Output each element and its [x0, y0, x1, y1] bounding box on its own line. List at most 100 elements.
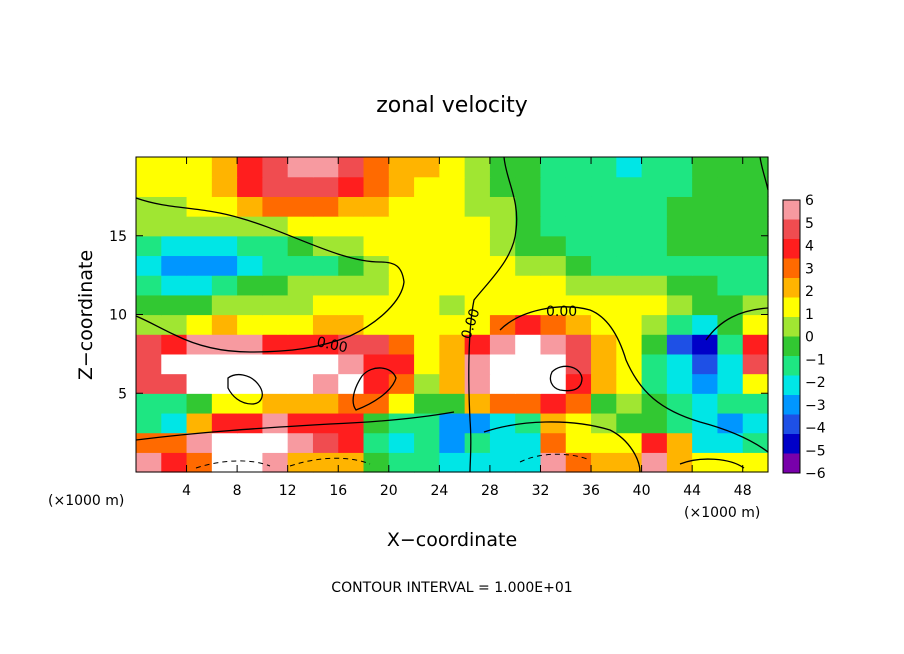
- x-tick-label: 44: [683, 483, 701, 499]
- field-cell: [591, 294, 617, 316]
- field-cell: [363, 216, 390, 237]
- field-cell: [414, 294, 440, 316]
- colorbar-label: −3: [805, 398, 826, 414]
- field-cell: [287, 314, 314, 335]
- field-cell: [540, 353, 567, 375]
- field-cell: [136, 157, 162, 178]
- field-cell: [717, 294, 744, 316]
- field-cell: [338, 452, 365, 473]
- x-axis-label: X−coordinate: [387, 529, 517, 551]
- field-cell: [186, 176, 213, 197]
- field-cell: [211, 452, 238, 473]
- field-cell: [388, 432, 415, 453]
- field-cell: [262, 393, 289, 414]
- field-cell: [287, 294, 314, 316]
- field-cell: [262, 334, 289, 355]
- field-cell: [439, 255, 466, 276]
- field-cell: [439, 412, 466, 434]
- field-cell: [136, 334, 162, 355]
- field-cell: [439, 393, 466, 414]
- field-cell: [616, 412, 643, 434]
- field-cell: [641, 275, 668, 296]
- field-cell: [161, 216, 188, 237]
- field-cell: [237, 353, 263, 375]
- field-cell: [338, 157, 365, 178]
- field-cell: [692, 452, 719, 473]
- field-cell: [186, 196, 213, 217]
- field-cell: [338, 334, 365, 355]
- field-cell: [515, 275, 542, 296]
- field-cell: [717, 334, 744, 355]
- field-cell: [692, 294, 719, 316]
- field-cell: [338, 235, 365, 257]
- field-cell: [489, 412, 516, 434]
- contour-line: [705, 307, 769, 341]
- field-cell: [439, 235, 466, 257]
- field-cell: [388, 196, 415, 217]
- field-cell: [692, 176, 719, 197]
- field-cell: [439, 373, 466, 394]
- field-cell: [641, 176, 668, 197]
- field-cell: [186, 412, 213, 434]
- contour-lines: [135, 156, 769, 473]
- field-cell: [161, 452, 188, 473]
- field-cell: [186, 157, 213, 178]
- field-cell: [591, 452, 617, 473]
- field-cell: [692, 373, 719, 394]
- field-cell: [489, 275, 516, 296]
- field-cell: [414, 432, 440, 453]
- x-axis: 4 8 12 16 20 24 28 32 36 40 44 48: [182, 157, 752, 499]
- field-cell: [515, 196, 542, 217]
- field-cell: [666, 334, 693, 355]
- field-cell: [414, 393, 440, 414]
- field-cell: [464, 275, 491, 296]
- field-cell: [540, 452, 567, 473]
- field-cell: [540, 334, 567, 355]
- field-cell: [312, 353, 339, 375]
- field-cell: [591, 275, 617, 296]
- field-cell: [338, 432, 365, 453]
- field-cell: [565, 432, 592, 453]
- field-cell: [565, 334, 592, 355]
- field-cell: [312, 196, 339, 217]
- field-cell: [287, 176, 314, 197]
- colorbar-swatch: [783, 258, 800, 279]
- field-cell: [363, 294, 390, 316]
- field-cell: [414, 314, 440, 335]
- field-cell: [591, 196, 617, 217]
- field-cell: [338, 275, 365, 296]
- field-cell: [742, 314, 769, 335]
- field-cell: [666, 294, 693, 316]
- field-cell: [439, 275, 466, 296]
- field-cell: [641, 294, 668, 316]
- field-cell: [489, 393, 516, 414]
- field-cell: [540, 314, 567, 335]
- field-cell: [312, 412, 339, 434]
- field-cell: [692, 157, 719, 178]
- field-cell: [388, 334, 415, 355]
- x-tick-label: 16: [329, 483, 347, 499]
- field-cell: [388, 393, 415, 414]
- field-cell: [312, 393, 339, 414]
- field-cell: [363, 176, 390, 197]
- field-cell: [211, 393, 238, 414]
- field-cell: [388, 353, 415, 375]
- field-cell: [388, 157, 415, 178]
- field-cell: [287, 353, 314, 375]
- field-cell: [388, 176, 415, 197]
- field-cell: [262, 353, 289, 375]
- field-cell: [312, 432, 339, 453]
- field-cell: [540, 255, 567, 276]
- field-cell: [312, 235, 339, 257]
- field-cell: [464, 235, 491, 257]
- contour-label: 0.00: [315, 334, 349, 356]
- field-cell: [414, 176, 440, 197]
- field-cell: [742, 176, 769, 197]
- field-cell: [237, 373, 263, 394]
- field-cell: [161, 353, 188, 375]
- field-cell: [489, 157, 516, 178]
- field-cell: [717, 176, 744, 197]
- field-cell: [742, 157, 769, 178]
- field-cell: [464, 157, 491, 178]
- contour-line: [499, 306, 769, 453]
